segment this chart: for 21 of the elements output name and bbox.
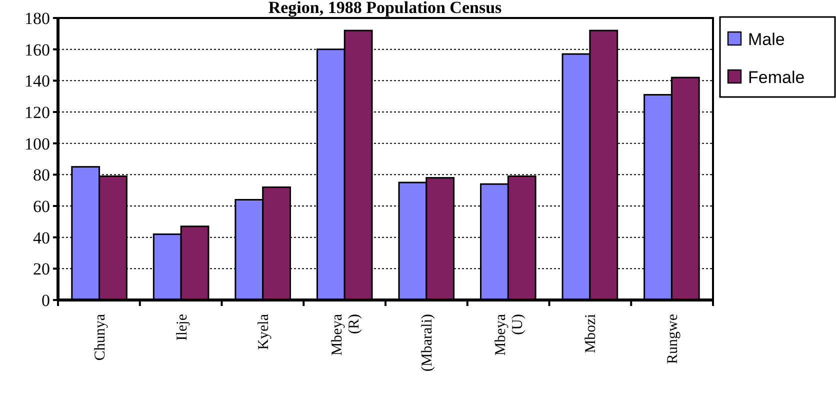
- y-tick-label: 140: [24, 72, 50, 91]
- legend-label: Female: [748, 68, 805, 87]
- chart-title: Region, 1988 Population Census: [268, 0, 502, 17]
- y-tick-label: 120: [24, 102, 50, 122]
- y-tick-label: 180: [24, 8, 50, 28]
- x-tick-label: Ileje: [174, 314, 190, 341]
- y-tick-label: 80: [33, 166, 50, 185]
- legend-label: Male: [748, 30, 785, 49]
- x-tick-label: (Mbarali): [420, 314, 436, 372]
- y-tick-label: 40: [33, 228, 50, 248]
- y-tick-label: 60: [33, 196, 50, 216]
- x-tick-label: Mbeya (R): [329, 314, 362, 356]
- x-tick-label: Kyela: [256, 314, 272, 350]
- x-tick-label: Chunya: [92, 314, 109, 361]
- y-tick-label: 0: [42, 290, 50, 310]
- x-tick-label: Mbeya (U): [492, 314, 526, 356]
- y-tick-label: 20: [33, 260, 50, 279]
- y-tick-label: 160: [24, 40, 50, 60]
- x-tick-label: Rungwe: [664, 314, 681, 364]
- x-tick-label: Mbozi: [583, 314, 600, 354]
- y-tick-label: 100: [24, 134, 50, 154]
